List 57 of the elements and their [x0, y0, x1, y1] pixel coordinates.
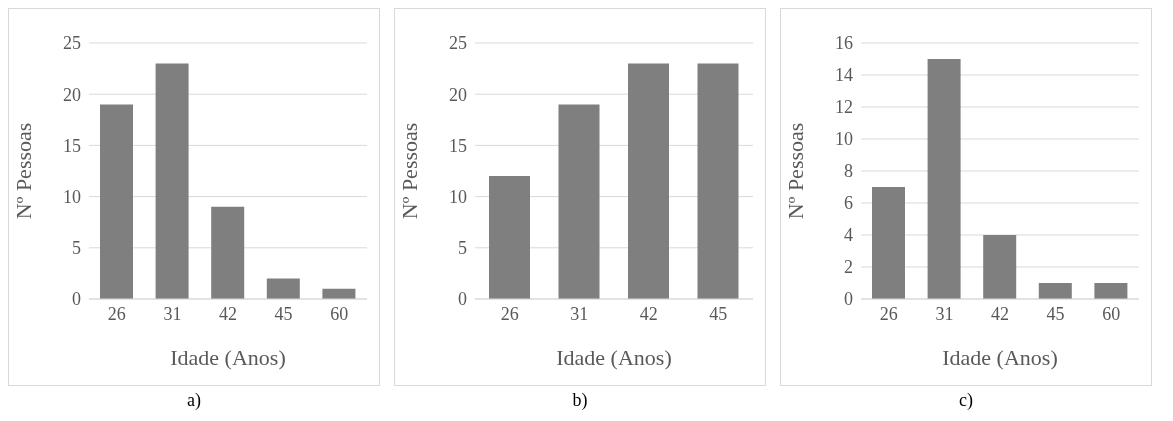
bar: [558, 104, 600, 299]
y-tick-label: 20: [63, 84, 81, 105]
x-tick-label: 26: [879, 303, 898, 324]
y-tick-label: 0: [844, 289, 853, 310]
text: c): [959, 390, 973, 411]
bar: [266, 278, 300, 299]
y-tick-label: 2: [844, 257, 853, 278]
x-tick-label: 31: [935, 303, 954, 324]
y-tick-label: 5: [458, 238, 467, 259]
x-tick-label: 31: [570, 303, 589, 324]
bar: [983, 235, 1017, 299]
x-tick-label: 60: [330, 303, 349, 324]
x-tick-label: 45: [274, 303, 293, 324]
y-tick-label: 16: [835, 33, 853, 54]
x-tick-label: 26: [107, 303, 126, 324]
y-tick-label: 12: [835, 97, 853, 118]
x-axis-title: Idade (Anos): [556, 345, 672, 370]
bar: [697, 63, 739, 299]
y-axis-title: Nº Pessoas: [782, 122, 808, 220]
y-tick-label: 15: [449, 135, 467, 156]
x-tick-label: 26: [500, 303, 519, 324]
y-tick-label: 6: [844, 193, 853, 214]
y-tick-label: 15: [63, 135, 81, 156]
text: b): [572, 390, 588, 411]
x-tick-label: 42: [219, 303, 237, 324]
x-tick-label: 42: [991, 303, 1009, 324]
bar: [1038, 283, 1072, 299]
x-axis-title: Idade (Anos): [942, 345, 1058, 370]
x-tick-label: 60: [1102, 303, 1121, 324]
y-tick-label: 0: [458, 289, 467, 310]
y-tick-label: 8: [844, 161, 853, 182]
y-tick-label: 25: [449, 33, 467, 54]
y-tick-label: 14: [835, 65, 853, 86]
y-tick-label: 20: [449, 84, 467, 105]
bar: [1094, 283, 1128, 299]
y-tick-label: 4: [844, 225, 853, 246]
y-tick-label: 0: [72, 289, 81, 310]
bar: [489, 176, 530, 299]
bar: [100, 104, 133, 299]
bar: [927, 59, 961, 299]
y-axis-title: Nº Pessoas: [10, 122, 36, 220]
x-tick-label: 45: [1046, 303, 1065, 324]
x-tick-label: 31: [163, 303, 182, 324]
y-tick-label: 10: [449, 186, 467, 207]
y-tick-label: 25: [63, 33, 81, 54]
x-axis-title: Idade (Anos): [170, 345, 286, 370]
bar: [155, 63, 189, 299]
x-tick-label: 45: [709, 303, 728, 324]
y-tick-label: 10: [835, 129, 853, 150]
bar: [628, 63, 669, 299]
y-axis-title: Nº Pessoas: [396, 122, 422, 220]
y-tick-label: 10: [63, 186, 81, 207]
y-tick-label: 5: [72, 238, 81, 259]
x-tick-label: 42: [639, 303, 658, 324]
bar: [211, 206, 245, 299]
text: a): [187, 390, 201, 411]
bar: [872, 187, 905, 299]
